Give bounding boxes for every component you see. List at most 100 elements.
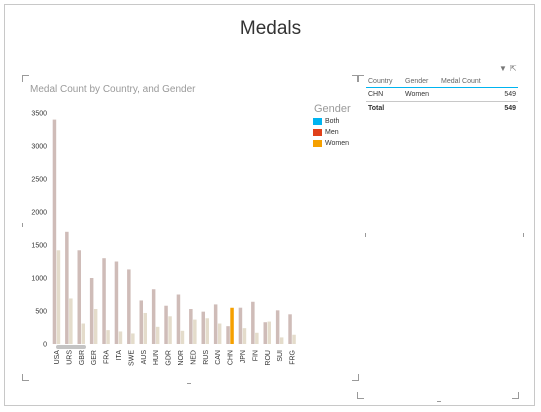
chart-scrollbar[interactable] bbox=[56, 345, 86, 349]
bar-usa-men[interactable] bbox=[52, 119, 57, 344]
bar-can-women[interactable] bbox=[217, 323, 222, 344]
bar-rou-men[interactable] bbox=[263, 322, 268, 344]
table-corner-tl[interactable] bbox=[357, 75, 364, 82]
x-tick-label: GDR bbox=[166, 350, 173, 366]
bar-hun-women[interactable] bbox=[155, 326, 160, 344]
x-tick-label: ROU bbox=[265, 350, 272, 366]
bar-ita-women[interactable] bbox=[118, 331, 123, 344]
table-total-value: 549 bbox=[504, 105, 516, 112]
x-tick-label: GBR bbox=[79, 350, 86, 365]
bar-urs-women[interactable] bbox=[69, 298, 73, 344]
legend-label-men: Men bbox=[325, 129, 339, 136]
x-tick-label: RUS bbox=[203, 350, 210, 365]
y-tick-label: 0 bbox=[43, 342, 47, 349]
x-tick-label: USA bbox=[54, 350, 61, 365]
x-tick-label: FRG bbox=[290, 350, 297, 365]
bar-hun-men[interactable] bbox=[151, 289, 156, 344]
chart-handle-bottom[interactable] bbox=[187, 377, 191, 384]
bar-fra-men[interactable] bbox=[102, 258, 106, 344]
x-tick-label: CHN bbox=[228, 350, 235, 365]
medal-table[interactable]: Country Gender Medal Count CHN Women 549… bbox=[366, 75, 518, 115]
bar-jpn-women[interactable] bbox=[242, 328, 247, 344]
chart-handle-left[interactable] bbox=[22, 223, 29, 227]
bar-sui-men[interactable] bbox=[275, 310, 280, 344]
y-tick-label: 1500 bbox=[31, 243, 47, 250]
legend-item-both[interactable]: Both bbox=[313, 118, 339, 125]
bar-nor-women[interactable] bbox=[180, 330, 185, 344]
bar-swe-women[interactable] bbox=[131, 333, 135, 344]
bar-urs-men[interactable] bbox=[65, 231, 69, 344]
bar-frg-women[interactable] bbox=[292, 334, 296, 344]
table-row[interactable]: CHN Women 549 bbox=[366, 88, 518, 102]
table-header-row: Country Gender Medal Count bbox=[366, 75, 518, 88]
bar-rus-men[interactable] bbox=[201, 311, 206, 344]
chart-corner-tr[interactable] bbox=[352, 75, 359, 82]
x-tick-label: NOR bbox=[178, 350, 185, 366]
table-total-label: Total bbox=[368, 105, 385, 112]
x-tick-label: SWE bbox=[128, 350, 135, 366]
y-tick-label: 2000 bbox=[31, 210, 47, 217]
bar-jpn-men[interactable] bbox=[238, 307, 243, 344]
bar-rus-women[interactable] bbox=[205, 318, 210, 344]
legend-title: Gender bbox=[314, 103, 351, 115]
bar-aus-women[interactable] bbox=[143, 312, 148, 344]
bar-gbr-men[interactable] bbox=[77, 250, 82, 344]
table-header-country[interactable]: Country bbox=[368, 77, 393, 85]
table-handle-bottom[interactable] bbox=[437, 395, 441, 402]
table-header-medal-count[interactable]: Medal Count bbox=[441, 77, 481, 85]
chart-corner-tl[interactable] bbox=[22, 75, 29, 82]
x-tick-label: JPN bbox=[240, 350, 247, 363]
bar-nor-men[interactable] bbox=[176, 294, 181, 345]
bar-rou-women[interactable] bbox=[267, 321, 272, 344]
table-corner-bl[interactable] bbox=[357, 392, 364, 399]
bar-aus-men[interactable] bbox=[139, 300, 144, 344]
bar-chn-women[interactable] bbox=[230, 307, 234, 344]
bar-usa-women[interactable] bbox=[56, 250, 61, 344]
bar-ned-women[interactable] bbox=[193, 319, 197, 344]
bar-can-men[interactable] bbox=[213, 304, 218, 344]
legend-item-men[interactable]: Men bbox=[313, 129, 339, 136]
chart-corner-br[interactable] bbox=[352, 374, 359, 381]
bar-fin-women[interactable] bbox=[255, 332, 259, 344]
legend-item-women[interactable]: Women bbox=[313, 140, 349, 147]
x-tick-label: ITA bbox=[116, 350, 123, 361]
table-cell-country: CHN bbox=[368, 91, 384, 98]
x-tick-label: FRA bbox=[104, 350, 111, 364]
x-tick-label: FIN bbox=[252, 350, 259, 361]
bar-frg-men[interactable] bbox=[288, 314, 292, 344]
bar-ger-women[interactable] bbox=[93, 309, 98, 344]
chart-corner-bl[interactable] bbox=[22, 374, 29, 381]
table-total-row: Total 549 bbox=[366, 102, 518, 115]
bar-ita-men[interactable] bbox=[114, 261, 119, 345]
table-cell-medal-count: 549 bbox=[504, 91, 516, 98]
bar-sui-women[interactable] bbox=[279, 337, 284, 344]
filter-icon[interactable]: ▼ bbox=[499, 64, 507, 73]
bar-chn-men[interactable] bbox=[226, 326, 230, 344]
table-cell-gender: Women bbox=[405, 91, 429, 98]
y-tick-label: 3500 bbox=[31, 111, 47, 118]
bar-fra-women[interactable] bbox=[106, 330, 110, 344]
bar-swe-men[interactable] bbox=[127, 269, 131, 344]
bar-gdr-women[interactable] bbox=[168, 316, 172, 344]
legend-label-both: Both bbox=[325, 118, 340, 125]
table-header-gender[interactable]: Gender bbox=[405, 77, 429, 85]
table-handle-left[interactable] bbox=[365, 233, 372, 237]
bar-fin-men[interactable] bbox=[251, 301, 255, 344]
bar-gdr-men[interactable] bbox=[164, 305, 168, 344]
legend-swatch-men bbox=[313, 129, 322, 136]
visual-toolbar: ▼ ⇱ bbox=[499, 64, 517, 73]
bar-ned-men[interactable] bbox=[189, 309, 193, 344]
x-tick-label: SUI bbox=[277, 350, 284, 362]
y-tick-label: 500 bbox=[35, 309, 47, 316]
table-corner-br[interactable] bbox=[512, 392, 519, 399]
table-handle-right[interactable] bbox=[517, 233, 524, 237]
popout-icon[interactable]: ⇱ bbox=[509, 64, 517, 73]
x-tick-label: URS bbox=[66, 350, 73, 365]
legend-swatch-both bbox=[313, 118, 322, 125]
bar-gbr-women[interactable] bbox=[81, 323, 86, 344]
x-tick-label: GER bbox=[91, 350, 98, 365]
page-title: Medals bbox=[239, 18, 302, 39]
bar-ger-men[interactable] bbox=[89, 278, 94, 344]
legend-label-women: Women bbox=[325, 140, 349, 147]
